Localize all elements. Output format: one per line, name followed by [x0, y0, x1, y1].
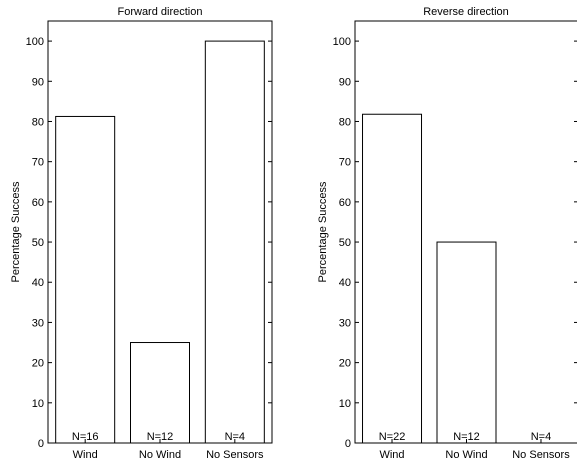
y-axis-label: Percentage Success	[317, 181, 329, 282]
bar-wind	[55, 115, 116, 444]
y-tick-label: 100	[26, 36, 44, 48]
y-tick-label: 40	[32, 277, 44, 289]
y-tick-label: 50	[32, 237, 44, 249]
y-tick-label: 0	[345, 438, 351, 450]
y-tick-label: 10	[339, 398, 351, 410]
chart-title: Forward direction	[118, 6, 203, 18]
y-tick-label: 80	[339, 116, 351, 128]
y-tick-label: 60	[339, 197, 351, 209]
chart-title: Reverse direction	[423, 6, 509, 18]
x-tick-label: No Wind	[139, 449, 181, 461]
x-tick-label: No Sensors	[206, 449, 264, 461]
plot-area	[354, 20, 577, 444]
y-tick-label: 90	[339, 76, 351, 88]
n-label: N=12	[453, 431, 480, 443]
x-tick-label: No Sensors	[512, 449, 570, 461]
y-tick-label: 90	[32, 76, 44, 88]
y-tick-label: 70	[339, 157, 351, 169]
y-tick-label: 10	[32, 398, 44, 410]
reverse-direction-chart: Reverse direction Percentage Success N=22 W…	[317, 6, 577, 461]
n-label: N=4	[531, 431, 552, 443]
bar-no-sensors	[204, 40, 265, 444]
bar-no-wind	[130, 342, 190, 444]
y-tick-label: 40	[339, 277, 351, 289]
bar-no-wind	[436, 241, 497, 444]
y-tick-label: 30	[339, 317, 351, 329]
y-tick-label: 0	[38, 438, 44, 450]
y-tick-label: 70	[32, 157, 44, 169]
bar-wind	[362, 113, 423, 444]
x-tick-label: Wind	[73, 449, 98, 461]
y-tick-label: 80	[32, 116, 44, 128]
forward-direction-chart: Forward direction Percentage Success N=16 W…	[10, 6, 273, 461]
n-label: N=16	[72, 431, 99, 443]
n-label: N=22	[379, 431, 406, 443]
y-tick-label: 30	[32, 317, 44, 329]
plot-area	[47, 20, 273, 444]
y-axis-label: Percentage Success	[10, 181, 22, 282]
y-tick-label: 100	[333, 36, 351, 48]
n-label: N=4	[225, 431, 246, 443]
y-tick-label: 50	[339, 237, 351, 249]
x-tick-label: No Wind	[445, 449, 487, 461]
y-tick-label: 60	[32, 197, 44, 209]
x-tick-label: Wind	[379, 449, 404, 461]
y-tick-label: 20	[32, 358, 44, 370]
y-tick-label: 20	[339, 358, 351, 370]
n-label: N=12	[147, 431, 174, 443]
